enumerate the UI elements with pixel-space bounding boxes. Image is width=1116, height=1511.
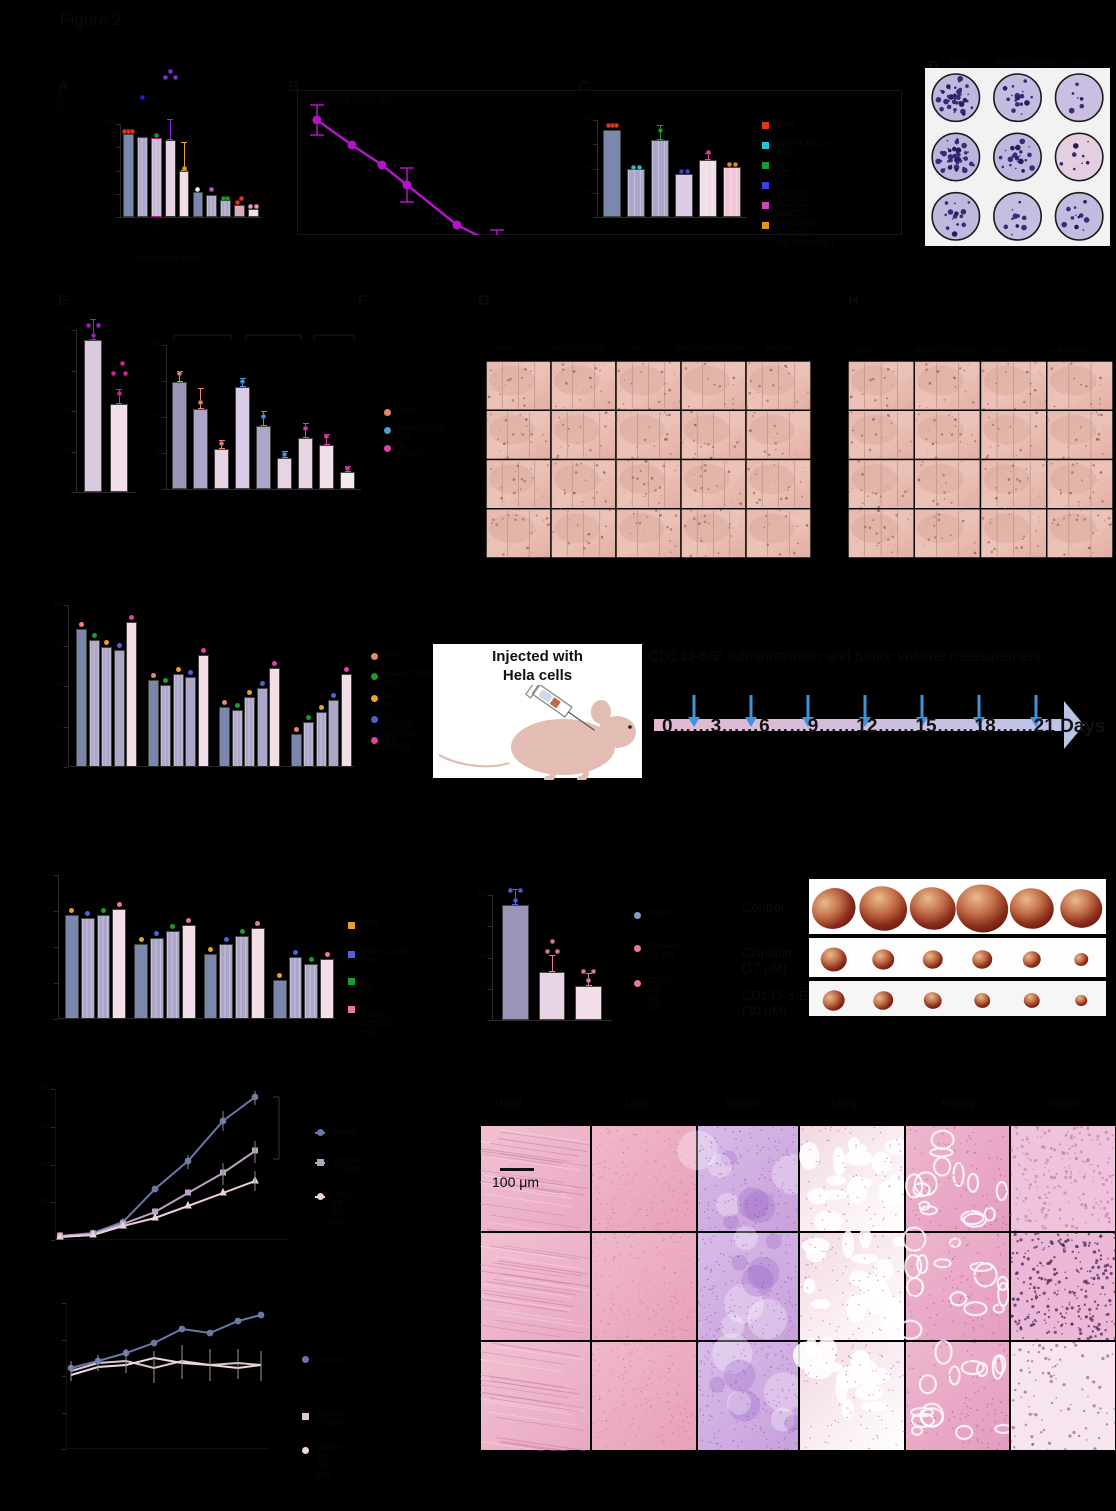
svg-text:0……3……6……9……12……15……18……21 Day: 0……3……6……9……12……15……18……21 Days xyxy=(662,716,1106,737)
